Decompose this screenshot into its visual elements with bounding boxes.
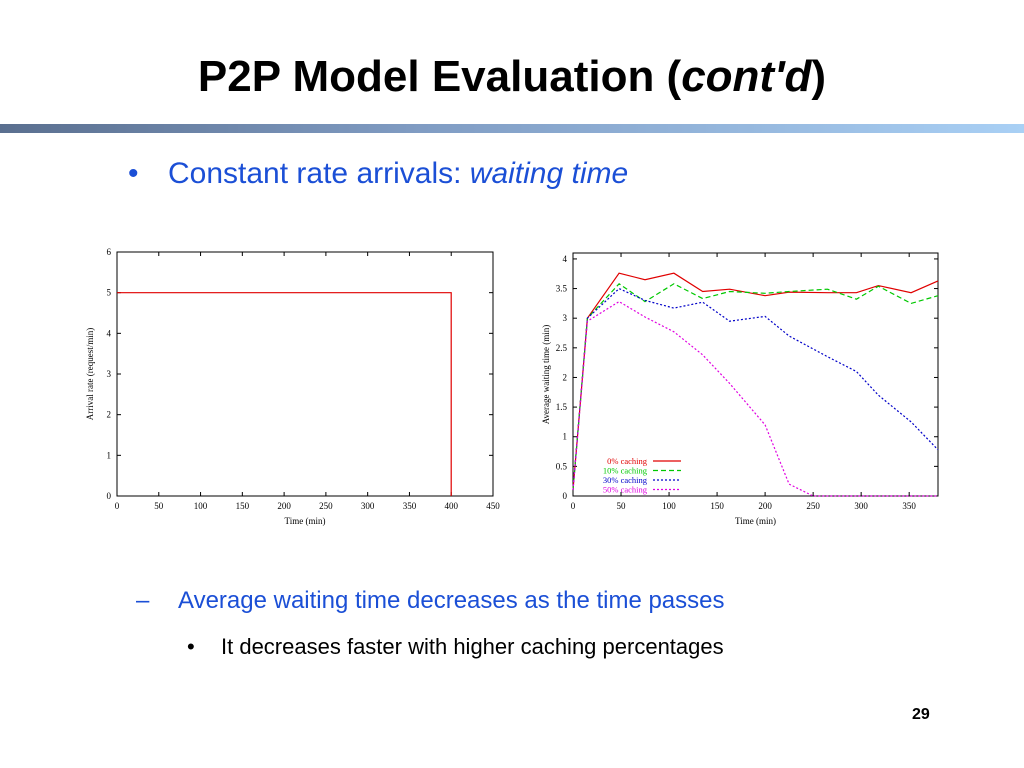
- arrival-chart-line-series-0: [117, 292, 452, 496]
- arrival-chart-x-tick-label: 450: [486, 501, 500, 511]
- waiting-chart-y-tick-label: 2.5: [556, 343, 568, 353]
- waiting-chart-legend-label: 10% caching: [603, 466, 648, 476]
- waiting-chart-y-axis-label: Average waiting time (min): [541, 325, 551, 425]
- waiting-chart-plot-frame: [572, 252, 939, 497]
- arrival-chart-x-tick-label: 350: [403, 501, 417, 511]
- arrival-rate-chart: 0 50 100 150 200 250 300 350 400 450 0 1 2 3 4 5 6 Time (…: [85, 247, 500, 526]
- arrival-chart-y-axis-label: Arrival rate (request/min): [85, 328, 95, 420]
- arrival-chart-x-tick-label: 150: [236, 501, 250, 511]
- title-main: P2P Model Evaluation (: [197, 52, 682, 101]
- waiting-chart-legend-label: 50% caching: [603, 485, 648, 495]
- waiting-chart-y-tick-label: 1.5: [556, 402, 568, 412]
- slide-title: P2P Model Evaluation (cont'd): [0, 52, 1024, 102]
- waiting-chart-line-10-caching: [572, 283, 939, 491]
- waiting-chart-legend-label: 0% caching: [607, 456, 648, 466]
- waiting-chart-x-tick-label: 100: [662, 501, 676, 511]
- arrival-chart-x-tick-label: 50: [154, 501, 164, 511]
- waiting-chart-y-tick-label: 4: [563, 254, 568, 264]
- sub-sub-bullet-text: It decreases faster with higher caching …: [221, 634, 724, 659]
- arrival-chart-y-tick-label: 4: [107, 328, 112, 338]
- waiting-chart-y-tick-label: 1: [563, 432, 568, 442]
- waiting-chart-y-tick-label: 3.5: [556, 284, 568, 294]
- arrival-chart-y-tick-label: 5: [107, 288, 112, 298]
- sub-bullet-marker: –: [136, 587, 150, 614]
- waiting-chart-y-tick-label: 0.5: [556, 461, 568, 471]
- waiting-chart-y-tick-label: 3: [563, 313, 568, 323]
- waiting-chart-x-tick-label: 150: [710, 501, 724, 511]
- arrival-chart-y-tick-label: 2: [107, 410, 112, 420]
- bullet-text: Constant rate arrivals:: [168, 157, 470, 190]
- arrival-chart-x-tick-label: 250: [319, 501, 333, 511]
- waiting-chart-line-50-caching: [572, 300, 938, 497]
- title-italic: cont'd: [681, 52, 812, 101]
- bullet-marker: •: [128, 157, 139, 190]
- waiting-chart-y-tick-label: 0: [563, 491, 568, 501]
- arrival-chart-x-axis-label: Time (min): [285, 516, 326, 526]
- bullet-italic: waiting time: [469, 157, 629, 190]
- arrival-chart-y-tick-label: 1: [107, 450, 112, 460]
- sub-sub-bullet-marker: •: [187, 634, 195, 659]
- waiting-chart-x-tick-label: 250: [806, 501, 820, 511]
- main-bullet: • Constant rate arrivals: waiting time: [128, 157, 628, 191]
- title-underline-bar: [0, 124, 1024, 133]
- arrival-chart-plot-frame: [116, 251, 494, 497]
- sub-bullet: – Average waiting time decreases as the t…: [136, 587, 725, 615]
- waiting-chart-x-tick-label: 0: [571, 501, 576, 511]
- arrival-chart-x-tick-label: 200: [277, 501, 291, 511]
- arrival-chart-x-tick-label: 300: [361, 501, 375, 511]
- waiting-chart-line-30-caching: [572, 287, 939, 491]
- arrival-chart-y-tick-label: 0: [107, 491, 112, 501]
- sub-sub-bullet: • It decreases faster with higher caching…: [187, 634, 724, 660]
- page-number: 29: [912, 706, 930, 723]
- waiting-chart-x-tick-label: 300: [854, 501, 868, 511]
- waiting-chart-y-tick-label: 2: [563, 372, 568, 382]
- arrival-chart-x-tick-label: 100: [194, 501, 208, 511]
- waiting-chart-legend-label: 30% caching: [603, 475, 648, 485]
- sub-bullet-text: Average waiting time decreases as the ti…: [178, 587, 725, 614]
- waiting-chart-x-tick-label: 350: [902, 501, 916, 511]
- waiting-chart-x-axis-label: Time (min): [735, 516, 776, 526]
- arrival-chart-y-tick-label: 3: [107, 369, 112, 379]
- arrival-chart-y-tick-label: 6: [107, 247, 112, 257]
- arrival-chart-x-tick-label: 400: [444, 501, 458, 511]
- title-end: ): [811, 52, 827, 101]
- arrival-chart-x-tick-label: 0: [115, 501, 120, 511]
- waiting-chart-x-tick-label: 200: [758, 501, 772, 511]
- waiting-time-chart: 0 50 100 150 200 250 300 350 0 0.5 1 1.5 2 2.5 3 3.5 4 Ti…: [541, 252, 939, 526]
- waiting-chart-x-tick-label: 50: [617, 501, 627, 511]
